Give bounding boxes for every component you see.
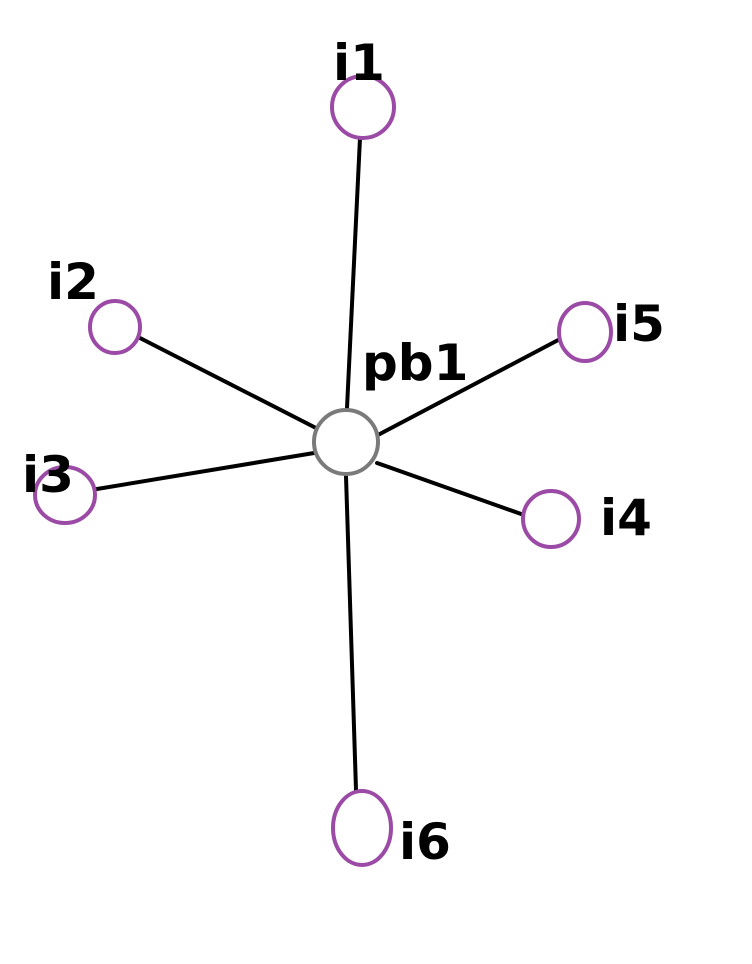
node-i3 [33, 465, 97, 525]
label-i6: i6 [399, 813, 451, 871]
label-i4: i4 [600, 489, 652, 547]
edge-pb1-i4 [375, 461, 526, 517]
edge-pb1-i5 [376, 336, 564, 437]
label-i3: i3 [22, 446, 74, 504]
edge-pb1-i3 [95, 451, 316, 491]
edge-pb1-i2 [136, 335, 318, 430]
label-i2: i2 [47, 253, 99, 311]
label-i5: i5 [613, 295, 665, 353]
node-i5 [557, 301, 613, 363]
node-i4 [521, 489, 581, 549]
node-i6 [331, 789, 393, 867]
node-i2 [88, 299, 142, 355]
node-i1 [330, 74, 396, 140]
edge-pb1-i6 [344, 474, 358, 792]
label-pb1: pb1 [362, 334, 468, 392]
label-i1: i1 [333, 34, 385, 92]
edge-pb1-i1 [345, 136, 362, 410]
node-pb1 [312, 408, 380, 476]
